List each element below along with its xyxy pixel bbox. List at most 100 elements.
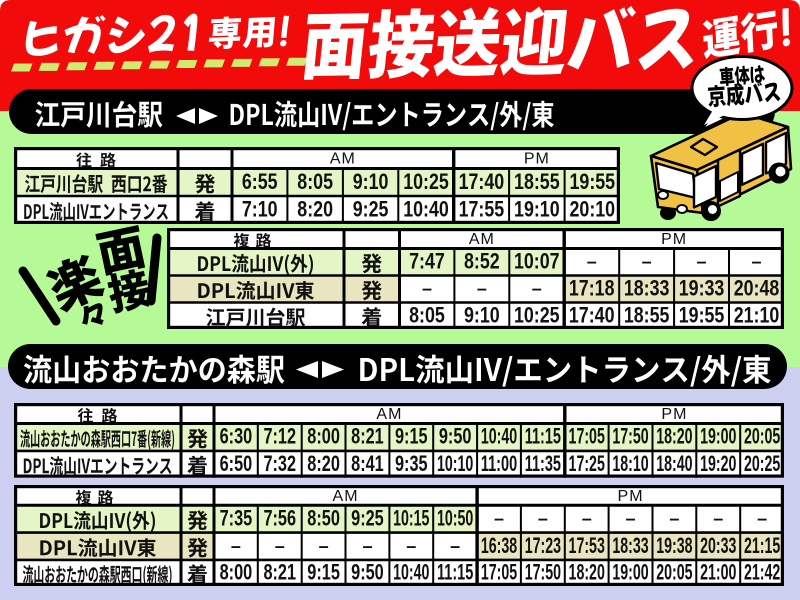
svg-text:8:20: 8:20 — [307, 451, 340, 476]
svg-text:–: – — [450, 536, 460, 556]
svg-text:9:50: 9:50 — [351, 559, 384, 584]
svg-text:–: – — [275, 536, 285, 556]
svg-text:–: – — [319, 536, 329, 556]
svg-text:17:55: 17:55 — [459, 197, 505, 222]
svg-text:10:40: 10:40 — [393, 559, 429, 584]
svg-text:8:20: 8:20 — [297, 197, 333, 222]
svg-text:21:00: 21:00 — [700, 559, 736, 584]
svg-text:18:40: 18:40 — [656, 451, 692, 476]
svg-text:–: – — [713, 508, 723, 528]
svg-text:–: – — [231, 536, 241, 556]
svg-text:19:55: 19:55 — [570, 169, 616, 194]
svg-text:6:55: 6:55 — [242, 169, 278, 194]
svg-text:9:25: 9:25 — [353, 197, 389, 222]
svg-text:19:00: 19:00 — [612, 559, 648, 584]
svg-text:9:10: 9:10 — [464, 302, 500, 327]
svg-text:PM: PM — [524, 151, 550, 168]
svg-text:10:40: 10:40 — [403, 197, 449, 222]
svg-text:11:00: 11:00 — [481, 451, 517, 476]
svg-text:–: – — [422, 279, 432, 299]
svg-text:8:05: 8:05 — [409, 302, 445, 327]
svg-text:18:55: 18:55 — [514, 169, 560, 194]
svg-text:19:00: 19:00 — [700, 424, 736, 449]
svg-text:–: – — [642, 252, 652, 272]
svg-text:18:20: 18:20 — [569, 559, 605, 584]
svg-text:8:50: 8:50 — [307, 505, 340, 530]
svg-text:AM: AM — [376, 406, 402, 423]
svg-text:PM: PM — [661, 406, 687, 423]
svg-text:9:10: 9:10 — [353, 169, 389, 194]
svg-text:AM: AM — [330, 151, 356, 168]
svg-text:–: – — [362, 536, 372, 556]
svg-text:20:33: 20:33 — [700, 533, 736, 558]
svg-text:8:21: 8:21 — [351, 424, 384, 449]
svg-text:11:15: 11:15 — [437, 559, 473, 584]
svg-text:17:53: 17:53 — [569, 533, 605, 558]
svg-text:10:25: 10:25 — [403, 169, 449, 194]
svg-text:19:55: 19:55 — [679, 302, 725, 327]
svg-text:21:42: 21:42 — [744, 559, 780, 584]
svg-text:–: – — [532, 279, 542, 299]
svg-text:–: – — [477, 279, 487, 299]
svg-text:7:35: 7:35 — [220, 505, 253, 530]
svg-text:–: – — [697, 252, 707, 272]
svg-text:7:47: 7:47 — [409, 249, 445, 274]
svg-text:AM: AM — [469, 231, 495, 248]
svg-text:–: – — [751, 252, 761, 272]
svg-text:17:18: 17:18 — [569, 276, 615, 301]
svg-text:16:38: 16:38 — [481, 533, 517, 558]
svg-text:PM: PM — [661, 231, 687, 248]
svg-text:19:10: 19:10 — [514, 197, 560, 222]
svg-text:9:25: 9:25 — [351, 505, 384, 530]
svg-text:–: – — [587, 252, 597, 272]
svg-text:18:33: 18:33 — [624, 276, 670, 301]
svg-text:17:40: 17:40 — [569, 302, 615, 327]
svg-text:8:52: 8:52 — [464, 249, 500, 274]
svg-text:17:50: 17:50 — [612, 424, 648, 449]
svg-text:20:25: 20:25 — [744, 451, 780, 476]
svg-text:6:50: 6:50 — [220, 451, 253, 476]
svg-text:20:10: 20:10 — [570, 197, 616, 222]
svg-text:17:50: 17:50 — [525, 559, 561, 584]
svg-text:20:48: 20:48 — [734, 276, 780, 301]
svg-text:–: – — [626, 508, 636, 528]
svg-text:10:50: 10:50 — [437, 505, 473, 530]
svg-text:PM: PM — [618, 488, 644, 505]
svg-text:19:33: 19:33 — [679, 276, 725, 301]
svg-text:9:15: 9:15 — [307, 559, 340, 584]
svg-text:8:21: 8:21 — [263, 559, 296, 584]
svg-text:9:35: 9:35 — [395, 451, 428, 476]
svg-text:8:00: 8:00 — [307, 424, 340, 449]
svg-text:–: – — [406, 536, 416, 556]
svg-text:18:33: 18:33 — [612, 533, 648, 558]
svg-text:11:15: 11:15 — [525, 424, 561, 449]
svg-text:20:05: 20:05 — [744, 424, 780, 449]
svg-text:10:07: 10:07 — [514, 249, 560, 274]
svg-text:8:41: 8:41 — [351, 451, 384, 476]
svg-text:–: – — [582, 508, 592, 528]
svg-text:18:20: 18:20 — [656, 424, 692, 449]
svg-text:–: – — [494, 508, 504, 528]
svg-text:8:05: 8:05 — [297, 169, 333, 194]
svg-text:21:15: 21:15 — [744, 533, 780, 558]
svg-text:7:12: 7:12 — [263, 424, 296, 449]
svg-text:7:10: 7:10 — [242, 197, 278, 222]
svg-text:AM: AM — [333, 488, 359, 505]
svg-text:17:40: 17:40 — [459, 169, 505, 194]
svg-text:9:15: 9:15 — [395, 424, 428, 449]
svg-text:8:00: 8:00 — [220, 559, 253, 584]
svg-text:21:10: 21:10 — [734, 302, 780, 327]
svg-text:20:05: 20:05 — [656, 559, 692, 584]
svg-text:18:55: 18:55 — [624, 302, 670, 327]
svg-text:7:56: 7:56 — [263, 505, 296, 530]
svg-text:–: – — [669, 508, 679, 528]
svg-text:19:38: 19:38 — [656, 533, 692, 558]
svg-text:17:05: 17:05 — [481, 559, 517, 584]
svg-text:18:10: 18:10 — [612, 451, 648, 476]
svg-text:17:23: 17:23 — [525, 533, 561, 558]
svg-text:10:25: 10:25 — [514, 302, 560, 327]
svg-text:7:32: 7:32 — [263, 451, 296, 476]
svg-text:10:10: 10:10 — [437, 451, 473, 476]
svg-text:–: – — [538, 508, 548, 528]
svg-text:17:25: 17:25 — [569, 451, 605, 476]
